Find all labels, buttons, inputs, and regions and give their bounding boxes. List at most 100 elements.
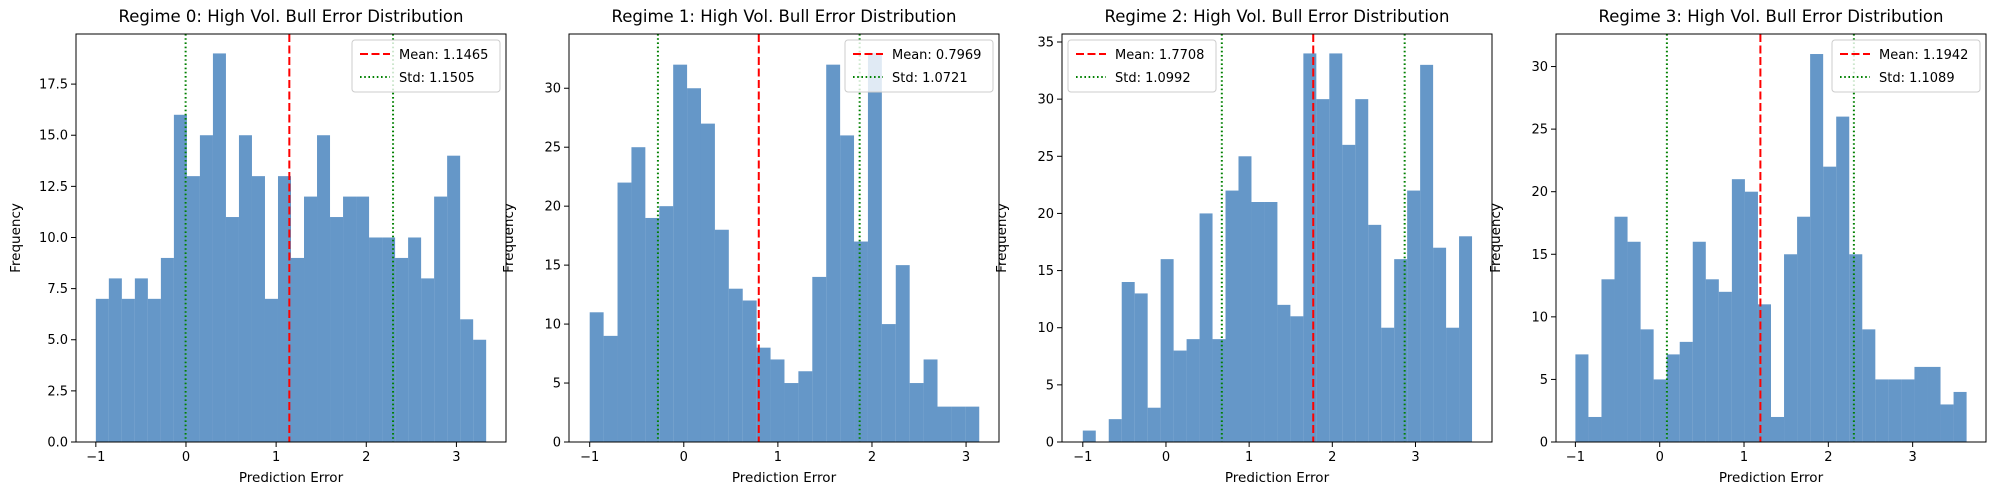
histogram-bar: [603, 335, 618, 442]
axes-frame: [1061, 33, 1493, 443]
y-tick-label: 20: [1531, 185, 1548, 200]
histogram-bar: [1225, 190, 1239, 442]
histogram-bar: [700, 123, 715, 442]
histogram-bar: [798, 371, 813, 442]
histogram-bar: [965, 406, 980, 442]
histogram-bar: [460, 319, 474, 442]
histogram-bar: [1277, 304, 1291, 442]
histogram-bar: [1199, 213, 1213, 442]
histogram-bar: [447, 155, 461, 442]
y-tick-label: 15: [1531, 248, 1548, 263]
x-tick-label: 3: [1411, 450, 1419, 465]
y-tick-label: 5.0: [47, 333, 68, 348]
histogram-bar: [1303, 53, 1317, 443]
histogram-bar: [108, 278, 122, 442]
histogram-bar: [317, 135, 331, 442]
histogram-bar: [1355, 99, 1369, 443]
histogram-bar: [770, 359, 785, 442]
histogram-bar: [1459, 236, 1473, 442]
histogram-bar: [1212, 339, 1226, 442]
histogram-bar: [854, 241, 868, 442]
y-tick-label: 0.0: [47, 436, 68, 451]
axes-frame: [1555, 33, 1987, 443]
chart-panel-0: −1 0 1 2 3 0.0 2.5 5.0 7.5 10.0 12.5 15.0 17.5 Regime…: [8, 7, 507, 486]
histogram-bar: [238, 135, 252, 442]
histogram-bar: [617, 182, 632, 442]
histogram-bar: [1264, 202, 1278, 442]
histogram-bar: [134, 278, 148, 442]
histogram-bar: [687, 88, 701, 443]
histogram-bar: [1797, 216, 1811, 442]
y-tick-label: 17.5: [39, 78, 68, 93]
histogram-bar: [909, 383, 924, 442]
x-tick-label: 1: [1740, 450, 1748, 465]
y-tick-label: 0: [1046, 436, 1054, 451]
histogram-bar: [1329, 53, 1343, 443]
x-axis-label: Prediction Error: [732, 470, 837, 486]
y-tick-label: 35: [1037, 36, 1054, 51]
histogram-bar: [784, 383, 799, 442]
histogram-bar: [951, 406, 966, 442]
y-tick-label: 30: [1531, 60, 1548, 75]
y-tick-label: 0: [1540, 436, 1548, 451]
histogram-bar: [1888, 379, 1902, 442]
histogram-bar: [1627, 241, 1641, 442]
legend-entry-label: Mean: 1.1465: [399, 48, 488, 63]
histogram-bar: [1940, 404, 1954, 442]
histogram-bar: [95, 298, 109, 442]
histogram-bar: [1953, 391, 1967, 442]
y-tick-label: 25: [1037, 150, 1054, 165]
histogram-bar: [1601, 279, 1615, 442]
histogram-bar: [1823, 166, 1837, 442]
y-tick-label: 7.5: [47, 282, 68, 297]
y-tick-label: 0: [553, 436, 561, 451]
histogram-bar: [728, 288, 743, 442]
legend: Mean: 1.1942 Std: 1.1089: [1831, 39, 1981, 93]
x-axis-label: Prediction Error: [1225, 470, 1330, 486]
histogram-bar: [1342, 144, 1356, 442]
y-axis-label: Frequency: [994, 203, 1010, 273]
histogram-bar: [1901, 379, 1915, 442]
x-tick-label: 3: [962, 450, 970, 465]
x-tick-label: −1: [1566, 450, 1585, 465]
histogram-bar: [1640, 329, 1654, 442]
histogram-bar: [251, 176, 265, 442]
axes-frame: [75, 33, 507, 443]
x-tick-label: −1: [86, 450, 105, 465]
histogram-bar: [840, 135, 855, 442]
histogram-bar: [1784, 254, 1798, 442]
legend-entry-label: Std: 1.1505: [399, 71, 475, 86]
histogram-bar: [1731, 179, 1745, 442]
x-tick-label: 0: [182, 450, 190, 465]
histogram-bar: [1407, 190, 1421, 442]
histogram-bar: [1446, 327, 1460, 442]
histogram-bar: [937, 406, 952, 442]
histogram-bar: [1160, 259, 1174, 442]
y-tick-label: 2.5: [47, 384, 68, 399]
histogram-bar: [1653, 379, 1667, 442]
x-tick-label: −1: [580, 450, 599, 465]
y-tick-label: 30: [1037, 93, 1054, 108]
x-tick-label: 1: [774, 450, 782, 465]
histogram-bar: [121, 298, 135, 442]
histogram-bar: [714, 229, 729, 442]
legend-entry-label: Mean: 1.1942: [1879, 48, 1968, 63]
histogram-bar: [1108, 419, 1122, 442]
histogram-bar: [1927, 366, 1941, 442]
histogram-bar: [369, 237, 383, 442]
histogram-bar: [812, 276, 827, 442]
histogram-bar: [1849, 254, 1863, 442]
legend: Mean: 1.1465 Std: 1.1505: [351, 39, 501, 93]
histogram-bar: [343, 196, 357, 442]
histogram-bar: [330, 217, 344, 442]
x-tick-label: 0: [1656, 450, 1664, 465]
histogram-bar: [1588, 416, 1602, 442]
histogram-bar: [1575, 354, 1589, 442]
y-tick-label: 10: [544, 318, 561, 333]
histogram-bar: [304, 196, 318, 442]
histogram-bar: [923, 359, 938, 442]
chart-title: Regime 1: High Vol. Bull Error Distribut…: [612, 7, 957, 26]
histogram-bar: [645, 217, 660, 442]
x-tick-label: 3: [1909, 450, 1917, 465]
histogram-bar: [1914, 366, 1928, 442]
